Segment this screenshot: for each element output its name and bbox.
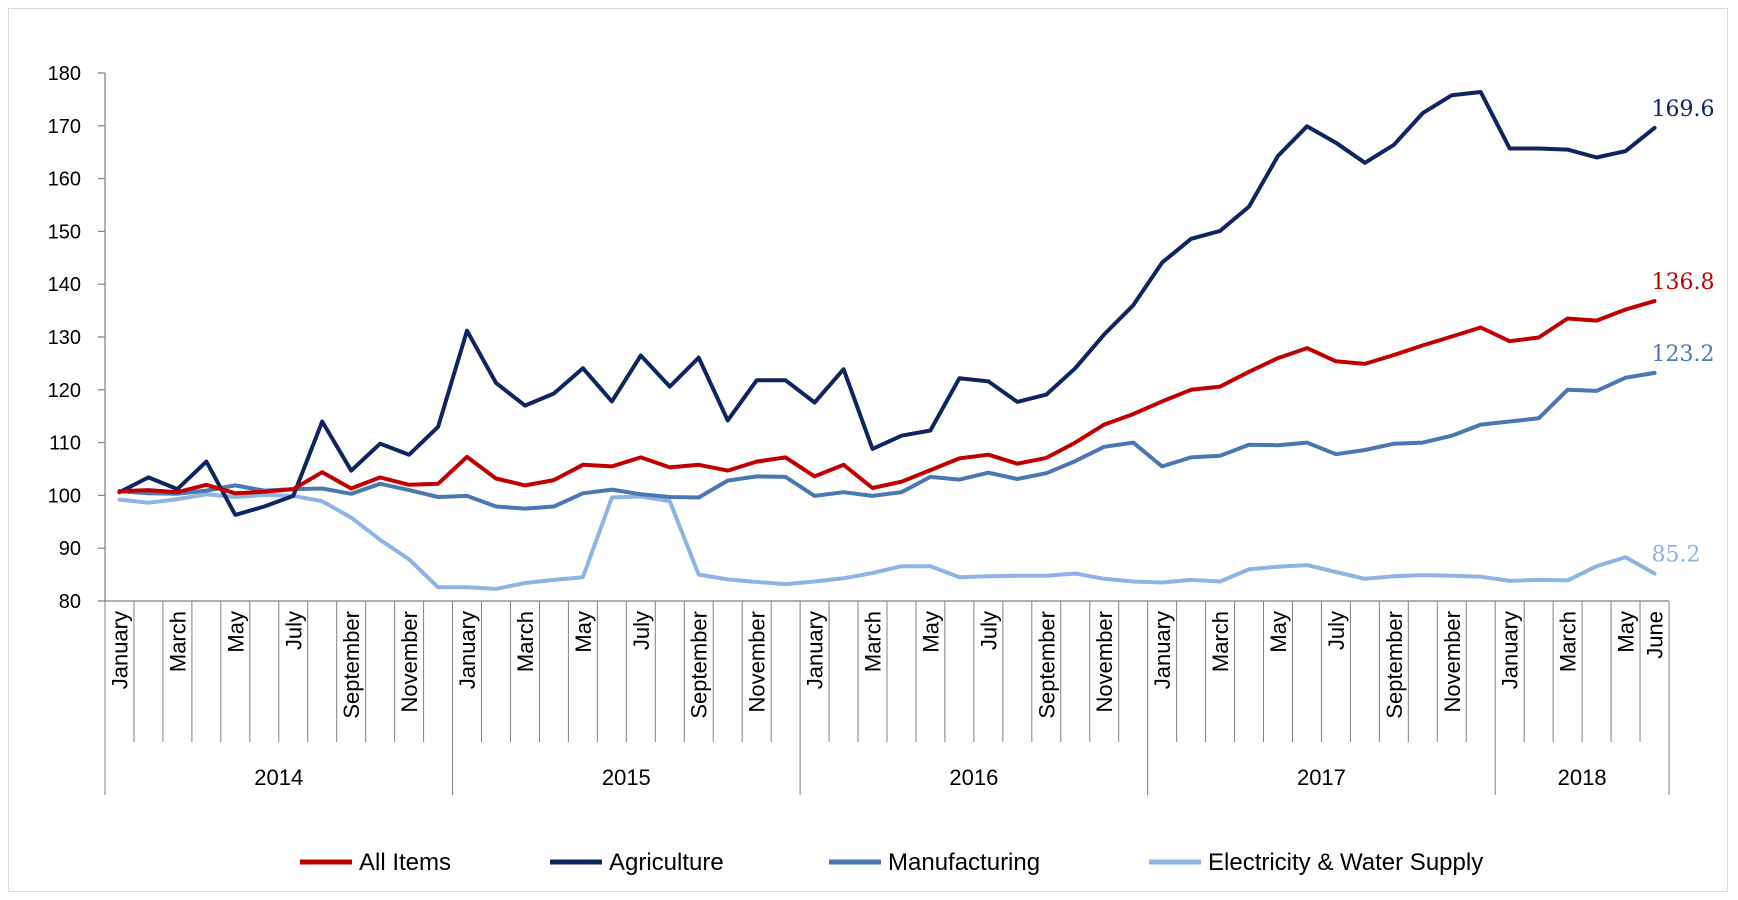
y-tick-label: 170	[48, 116, 81, 138]
x-month-label: January	[455, 611, 480, 689]
y-tick-label: 90	[59, 538, 81, 560]
series-layer	[117, 90, 1657, 591]
x-month-label: September	[1382, 611, 1407, 719]
y-tick-label: 180	[48, 63, 81, 85]
y-tick-label: 130	[48, 327, 81, 349]
y-tick-label: 80	[59, 591, 81, 613]
x-month-label: September	[687, 611, 712, 719]
x-month-label: September	[1034, 611, 1059, 719]
x-year-label: 2016	[949, 765, 998, 790]
x-month-label: January	[1150, 611, 1175, 689]
x-month-label: March	[1556, 611, 1581, 672]
y-tick-label: 160	[48, 169, 81, 191]
series-line-manufacturing	[117, 370, 1657, 511]
x-month-label: May	[1614, 611, 1639, 653]
end-value-label: 123.2	[1652, 342, 1715, 367]
end-value-label: 85.2	[1652, 543, 1701, 568]
y-tick-label: 100	[48, 485, 81, 507]
x-month-label: November	[1092, 611, 1117, 712]
end-labels: 136.8 169.6 123.2 85.2	[1652, 97, 1715, 568]
series-line-electricity-water-supply	[117, 492, 1657, 591]
x-month-label: November	[1440, 611, 1465, 712]
x-month-label: July	[281, 611, 306, 650]
x-month-label: June	[1643, 611, 1668, 659]
y-tick-label: 110	[49, 433, 81, 455]
x-month-label: January	[107, 611, 132, 689]
x-month-label: July	[629, 611, 654, 650]
y-tick-label: 120	[48, 380, 81, 402]
x-month-label: September	[339, 611, 364, 719]
x-year-label: 2014	[254, 765, 303, 790]
x-month-label: May	[223, 611, 248, 653]
x-month-label: May	[571, 611, 596, 653]
series-line-all-items	[117, 299, 1657, 496]
x-year-label: 2017	[1297, 765, 1346, 790]
legend-label: All Items	[359, 849, 451, 876]
x-month-label: November	[397, 611, 422, 712]
legend-label: Agriculture	[609, 849, 724, 876]
x-month-label: November	[745, 611, 770, 712]
series-line-agriculture	[117, 90, 1657, 517]
x-month-label: May	[1266, 611, 1291, 653]
end-value-label: 136.8	[1652, 270, 1715, 295]
y-tick-label: 150	[48, 221, 81, 243]
x-month-label: January	[803, 611, 828, 689]
chart-frame	[8, 8, 1728, 892]
x-month-label: March	[513, 611, 538, 672]
x-year-label: 2018	[1558, 765, 1607, 790]
x-month-label: July	[976, 611, 1001, 650]
legend-label: Manufacturing	[888, 849, 1040, 876]
x-month-label: May	[918, 611, 943, 653]
x-month-label: January	[1498, 611, 1523, 689]
x-month-label: July	[1324, 611, 1349, 650]
x-axis: January March May July September November Janu…	[104, 600, 1670, 795]
y-axis: 80 90 100 110 120 130 140 150 160 170 180	[48, 63, 106, 613]
x-month-label: March	[1208, 611, 1233, 672]
x-month-label: March	[165, 611, 190, 672]
end-value-label: 169.6	[1652, 97, 1715, 122]
legend: All Items Agriculture Manufacturing Electri…	[300, 849, 1483, 876]
y-tick-label: 140	[48, 274, 81, 296]
x-month-label: March	[861, 611, 886, 672]
x-year-label: 2015	[602, 765, 651, 790]
legend-label: Electricity & Water Supply	[1208, 849, 1483, 876]
